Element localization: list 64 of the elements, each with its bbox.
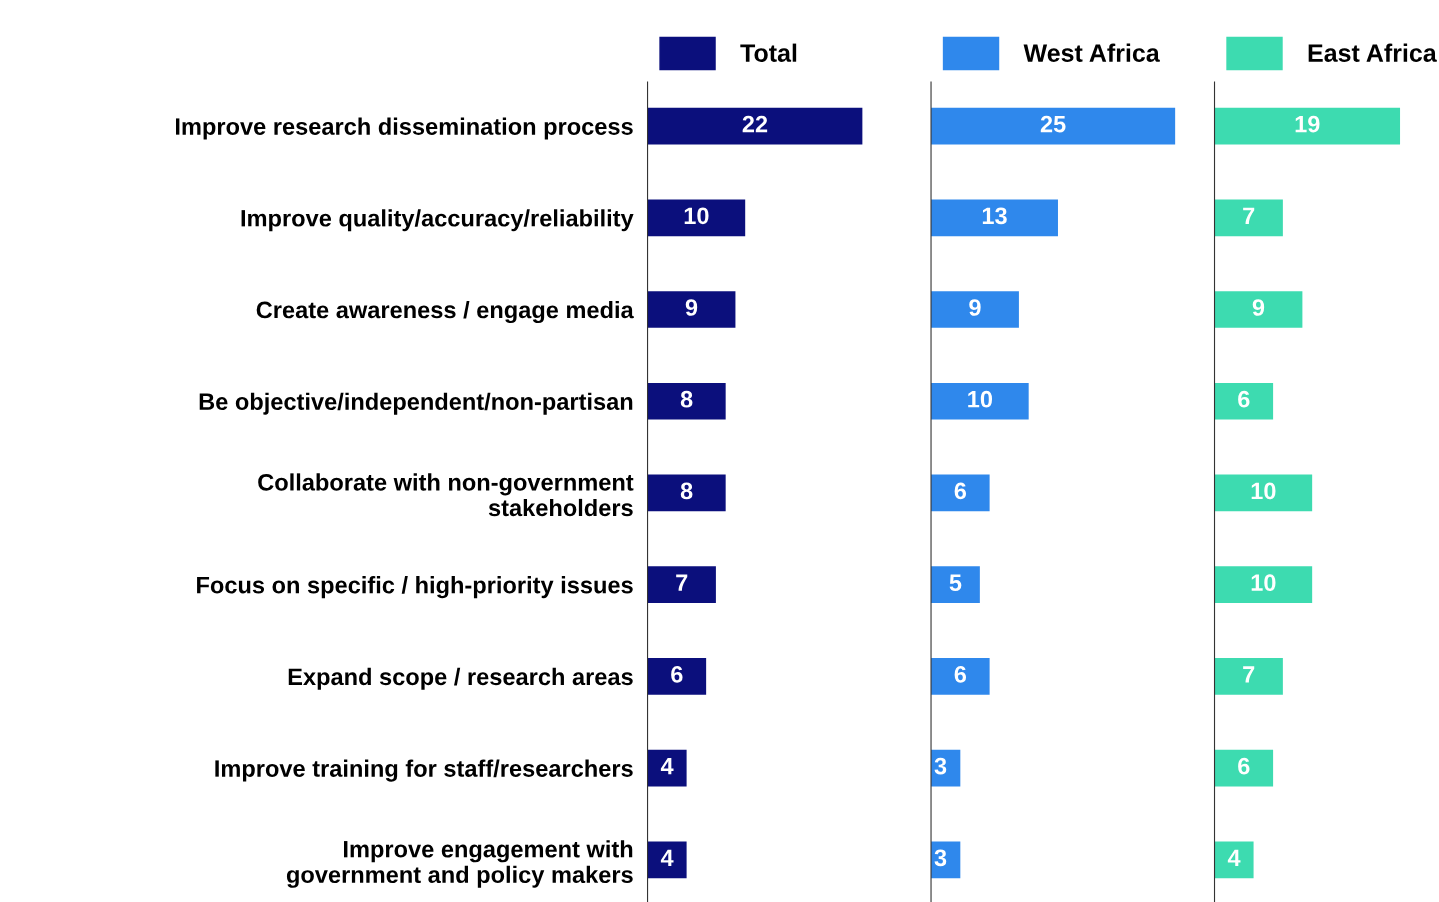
- bar: [1214, 382, 1274, 420]
- data-label: 6: [1238, 757, 1250, 775]
- bar: [1214, 107, 1401, 145]
- bar: [931, 474, 990, 512]
- data-label: 7: [1243, 207, 1255, 224]
- data-label: 4: [660, 849, 674, 866]
- data-label: 3: [934, 757, 947, 775]
- y-tick-label: Expand scope / research areas: [288, 667, 633, 690]
- data-label: 9: [969, 299, 981, 316]
- data-label: 19: [1295, 115, 1320, 133]
- data-label: 4: [660, 757, 674, 775]
- bar: [647, 841, 687, 879]
- bar: [647, 291, 736, 328]
- legend-label: East Africa: [1308, 43, 1437, 62]
- bar: [931, 291, 1019, 328]
- data-label: 10: [1251, 482, 1276, 500]
- data-label: 7: [1243, 666, 1255, 683]
- y-tick-label: Create awareness / engage media: [256, 300, 634, 324]
- data-label: 4: [1227, 849, 1241, 866]
- data-label: 5: [949, 574, 962, 592]
- bar: [931, 199, 1058, 237]
- bar: [1214, 291, 1303, 328]
- y-tick-label: Improve research dissemination process: [175, 117, 633, 140]
- bar: [931, 107, 1176, 145]
- bar: [647, 107, 863, 145]
- data-label: 6: [1238, 390, 1250, 408]
- y-tick-label: Focus on specific / high-priority issues: [197, 576, 633, 599]
- bar: [931, 382, 1029, 420]
- bar: [647, 566, 716, 604]
- bar: [931, 566, 980, 604]
- data-label: 25: [1040, 115, 1066, 133]
- data-label: 8: [680, 482, 693, 500]
- y-tick-label: Improve training for staff/researchers: [215, 759, 633, 782]
- y-tick-label: Be objective/independent/non-partisan: [199, 392, 633, 415]
- bar: [1214, 658, 1283, 695]
- data-label: 13: [982, 207, 1007, 225]
- data-label: 8: [680, 390, 693, 408]
- y-tick-label: Collaborate with non-government stakeholders: [258, 473, 634, 517]
- bar: [931, 658, 990, 695]
- legend-label: West Africa: [1023, 43, 1160, 62]
- data-label: 10: [1251, 574, 1276, 592]
- data-label: 6: [954, 666, 967, 683]
- bar: [647, 382, 726, 420]
- data-label: 6: [954, 482, 967, 500]
- bar: [1214, 199, 1283, 237]
- bar: [647, 658, 707, 695]
- bar: [1214, 474, 1313, 512]
- data-label: 10: [968, 390, 993, 408]
- data-label: 9: [1252, 299, 1265, 316]
- bar: [647, 749, 687, 787]
- y-tick-label: Improve engagement with government and policy makers: [286, 840, 633, 888]
- data-label: 6: [671, 666, 683, 683]
- data-label: 22: [742, 115, 768, 133]
- bar: [1214, 566, 1313, 604]
- data-label: 3: [934, 849, 947, 867]
- bar: [647, 474, 726, 512]
- bar: [1214, 749, 1274, 787]
- data-label: 9: [685, 299, 698, 316]
- legend-label: Total: [740, 43, 797, 62]
- bar: [1214, 841, 1254, 879]
- bar: [647, 199, 746, 237]
- y-tick-label: Improve quality/accuracy/reliability: [241, 209, 634, 232]
- data-label: 7: [676, 574, 688, 591]
- data-label: 10: [684, 207, 709, 225]
